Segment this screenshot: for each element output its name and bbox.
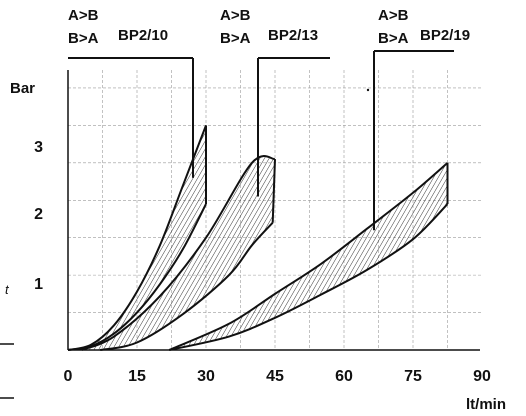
model-label-bp2-10: BP2/10 <box>118 27 168 44</box>
lower-curve-bp2-13 <box>100 222 274 351</box>
y-tick-label-2: 2 <box>34 206 43 223</box>
direction-label-a-to-b: A>B <box>378 7 409 24</box>
y-axis-unit-label: Bar <box>10 80 35 97</box>
upper-curve-bp2-13 <box>81 155 276 351</box>
direction-label-a-to-b: A>B <box>220 7 251 24</box>
lower-curve-bp2-19 <box>168 203 449 351</box>
model-label-bp2-13: BP2/13 <box>268 27 318 44</box>
x-tick-label-0: 0 <box>64 368 73 385</box>
speck-mark <box>366 88 370 92</box>
direction-label-b-to-a: B>A <box>220 30 251 47</box>
direction-label-a-to-b: A>B <box>68 7 99 24</box>
x-tick-label-15: 15 <box>128 368 146 385</box>
upper-curve-bp2-19 <box>168 162 449 351</box>
model-header-bp2-10: A>B B>A BP2/10 <box>68 7 168 47</box>
x-tick-label-75: 75 <box>404 368 422 385</box>
series-bands <box>67 125 449 351</box>
direction-label-b-to-a: B>A <box>378 30 409 47</box>
x-tick-label-45: 45 <box>266 368 284 385</box>
upper-curve-bp2-10 <box>67 125 207 351</box>
band-fill-bp2-10 <box>68 125 206 351</box>
stray-mark-t: t <box>5 282 10 297</box>
x-tick-label-90: 90 <box>473 368 491 385</box>
x-tick-label-60: 60 <box>335 368 353 385</box>
x-axis-unit-label: lt/min <box>466 396 506 413</box>
model-leaders <box>68 50 454 231</box>
model-header-bp2-13: A>B B>A BP2/13 <box>220 7 318 47</box>
band-end-bp2-13 <box>271 159 276 223</box>
model-header-bp2-19: A>B B>A BP2/19 <box>378 7 470 47</box>
y-tick-label-1: 1 <box>34 276 43 293</box>
y-tick-label-3: 3 <box>34 139 43 156</box>
direction-label-b-to-a: B>A <box>68 30 99 47</box>
model-label-bp2-19: BP2/19 <box>420 27 470 44</box>
x-tick-label-30: 30 <box>197 368 215 385</box>
